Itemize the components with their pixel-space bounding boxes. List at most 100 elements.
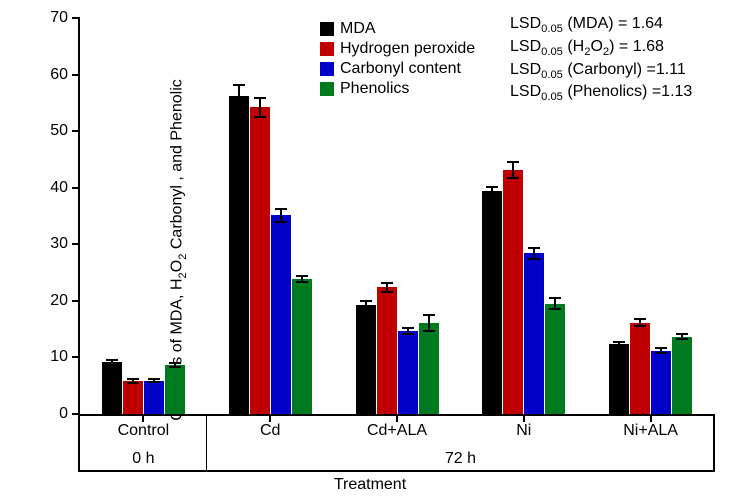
y-tick-label: 70 [38,9,68,27]
error-bar [280,208,282,224]
bar-carbonyl [398,331,418,414]
error-bar [639,318,641,327]
bar-mda [229,96,249,414]
bar-phenolics [165,365,185,414]
bar-carbonyl [524,253,544,414]
error-bar [111,359,113,366]
time-divider [713,414,715,472]
legend-label: Hydrogen peroxide [340,40,475,58]
bar-carbonyl [271,215,291,414]
lsd-line: LSD0.05 (H2O2) = 1.68 [510,37,692,60]
y-tick-label: 50 [38,122,68,140]
error-bar [660,347,662,354]
error-bar [132,378,134,384]
bar-wrap [123,381,143,414]
bar-phenolics [672,337,692,415]
y-tick-label: 30 [38,235,68,253]
x-tick-label: Ni+ALA [623,422,678,440]
bar-wrap [503,170,523,414]
time-block-label: 0 h [132,450,154,468]
x-tick-label: Ni [516,422,531,440]
error-bar [301,275,303,283]
y-tick [72,300,80,302]
error-bar [681,333,683,341]
y-tick-label: 20 [38,292,68,310]
bar-mda [356,305,376,414]
bar-wrap [102,362,122,414]
y-tick-label: 0 [38,405,68,423]
error-bar [428,314,430,332]
bar-h2o2 [250,107,270,414]
bar-wrap [356,305,376,414]
bar-h2o2 [503,170,523,414]
time-frame-bottom [207,470,714,472]
y-tick [72,187,80,189]
error-bar [238,84,240,107]
bar-wrap [271,215,291,414]
bar-wrap [482,191,502,414]
legend-swatch [320,42,334,56]
bar-carbonyl [144,381,164,414]
bar-h2o2 [630,323,650,414]
lsd-line: LSD0.05 (Carbonyl) =1.11 [510,60,692,83]
y-tick [72,17,80,19]
bar-wrap [165,365,185,414]
bar-wrap [398,331,418,414]
error-bar [153,378,155,383]
bar-wrap [229,96,249,414]
y-tick [72,356,80,358]
legend-item-carbonyl: Carbonyl content [320,60,475,78]
legend-item-h2o2: Hydrogen peroxide [320,40,475,58]
bar-wrap [524,253,544,414]
bar-wrap [377,287,397,414]
legend-swatch [320,82,334,96]
chart-container: Contents of MDA, H2O2 Carbonyl , and Phe… [0,0,740,500]
time-frame-bottom [80,470,207,472]
bar-carbonyl [651,351,671,414]
time-block-label: 72 h [445,450,476,468]
error-bar [407,327,409,335]
legend-swatch [320,22,334,36]
legend-label: Phenolics [340,80,409,98]
y-tick-label: 40 [38,179,68,197]
legend-item-phenolics: Phenolics [320,80,475,98]
bar-wrap [609,344,629,414]
error-bar [365,300,367,309]
bar-wrap [250,107,270,414]
error-bar [618,341,620,348]
bar-mda [482,191,502,414]
y-tick [72,74,80,76]
bar-wrap [292,279,312,414]
bar-h2o2 [123,381,143,414]
bar-mda [609,344,629,414]
legend: MDA Hydrogen peroxide Carbonyl content Phen… [320,20,475,100]
bar-wrap [419,323,439,414]
y-tick-label: 60 [38,66,68,84]
error-bar [554,297,556,309]
legend-item-mda: MDA [320,20,475,38]
legend-label: MDA [340,20,376,38]
error-bar [533,247,535,259]
x-tick [396,414,398,422]
bar-h2o2 [377,287,397,414]
legend-label: Carbonyl content [340,60,461,78]
x-tick-label: Control [118,422,170,440]
bar-wrap [630,323,650,414]
error-bar [386,282,388,293]
y-tick-label: 10 [38,348,68,366]
lsd-annotations: LSD0.05 (MDA) = 1.64LSD0.05 (H2O2) = 1.6… [510,14,692,105]
bar-phenolics [292,279,312,414]
x-tick [650,414,652,422]
x-axis-label: Treatment [0,476,740,494]
bar-wrap [651,351,671,414]
x-tick-label: Cd+ALA [367,422,427,440]
lsd-line: LSD0.05 (MDA) = 1.64 [510,14,692,37]
error-bar [491,186,493,196]
x-tick-label: Cd [260,422,280,440]
bar-wrap [672,337,692,415]
y-tick [72,130,80,132]
error-bar [174,362,176,368]
time-divider [78,414,80,472]
lsd-line: LSD0.05 (Phenolics) =1.13 [510,82,692,105]
bar-wrap [144,381,164,414]
